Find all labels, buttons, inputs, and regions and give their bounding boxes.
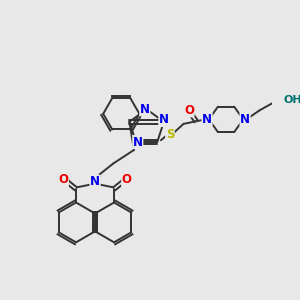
Text: O: O [58, 173, 68, 186]
Text: S: S [166, 128, 174, 141]
Text: O: O [122, 173, 132, 186]
Text: N: N [133, 136, 143, 148]
Text: N: N [90, 175, 100, 188]
Text: O: O [184, 104, 194, 117]
Text: N: N [240, 113, 250, 126]
Text: N: N [159, 113, 169, 127]
Text: OH: OH [284, 95, 300, 105]
Text: N: N [140, 103, 150, 116]
Text: N: N [202, 113, 212, 126]
